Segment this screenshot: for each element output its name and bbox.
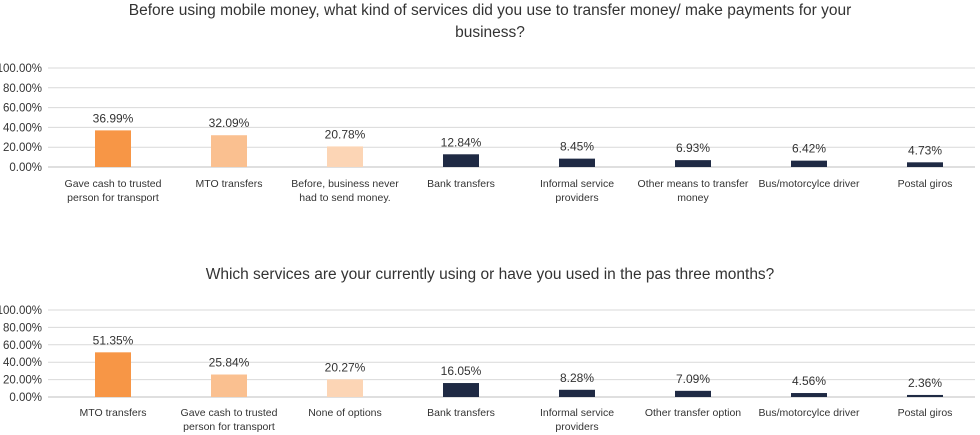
y-tick-label: 80.00% (3, 322, 42, 334)
bar (559, 389, 595, 397)
y-tick-label: 20.00% (3, 142, 42, 154)
y-tick-label: 60.00% (3, 340, 42, 352)
y-tick-label: 60.00% (3, 103, 42, 115)
chart-title: Which services are your currently using … (205, 266, 775, 283)
bar (559, 158, 595, 167)
y-tick-label: 20.00% (3, 375, 42, 387)
data-label: 2.36% (908, 376, 942, 390)
y-tick-label: 100.00% (0, 63, 42, 75)
data-label: 25.84% (209, 356, 250, 370)
x-category-label: Gave cash to trusted person for transpor… (64, 178, 162, 204)
data-label: 8.28% (560, 371, 594, 385)
x-category-label: MTO transfers (79, 407, 147, 419)
x-category-label: Gave cash to trusted person for transpor… (180, 407, 278, 433)
x-category-label: Bank transfers (427, 407, 495, 419)
bar (211, 135, 247, 167)
x-category-label: Bus/motorcylce driver (758, 407, 860, 419)
data-label: 7.09% (676, 372, 710, 386)
y-tick-label: 40.00% (3, 122, 42, 134)
x-category-label: Postal giros (897, 178, 953, 190)
x-category-label: Before, business never had to send money… (291, 178, 399, 204)
x-category-label: Informal service providers (539, 178, 615, 204)
y-tick-label: 0.00% (9, 392, 42, 404)
data-label: 4.56% (792, 374, 826, 388)
x-category-label: Other means to transfer money (637, 178, 749, 204)
y-tick-label: 100.00% (0, 305, 42, 317)
bar (327, 146, 363, 167)
x-category-label: Postal giros (897, 407, 953, 419)
x-category-label: Bank transfers (427, 178, 495, 190)
chart-current-services: Which services are your currently using … (0, 262, 980, 435)
bar (675, 160, 711, 167)
chart-title: Before using mobile money, what kind of … (128, 2, 852, 41)
data-label: 16.05% (441, 364, 482, 378)
data-label: 12.84% (441, 135, 482, 149)
x-category-label: Other transfer option (644, 407, 742, 419)
bar (443, 154, 479, 167)
bar (95, 130, 131, 167)
x-category-label: Informal service providers (539, 407, 615, 433)
bar (675, 390, 711, 397)
chart-before-mobile-money: Before using mobile money, what kind of … (0, 0, 980, 215)
bar (95, 352, 131, 397)
plot-area: 0.00% 20.00% 40.00% 60.00% 80.00% 100.00% 51.3… (0, 305, 975, 404)
bar (327, 379, 363, 397)
data-label: 20.78% (325, 127, 366, 141)
plot-area: 0.00% 20.00% 40.00% 60.00% 80.00% 100.00% 36.9… (0, 63, 975, 174)
bar (791, 160, 827, 167)
data-label: 8.45% (560, 140, 594, 154)
bar (443, 383, 479, 397)
bar (907, 394, 943, 397)
data-label: 4.73% (908, 143, 942, 157)
bar (211, 374, 247, 397)
y-tick-label: 0.00% (9, 162, 42, 174)
data-label: 51.35% (93, 333, 134, 347)
x-category-label: MTO transfers (195, 178, 263, 190)
bar (791, 393, 827, 397)
data-label: 20.27% (325, 360, 366, 374)
bar (907, 162, 943, 167)
x-category-label: None of options (308, 407, 382, 419)
data-label: 36.99% (93, 111, 134, 125)
data-label: 6.93% (676, 141, 710, 155)
data-label: 32.09% (209, 116, 250, 130)
y-tick-label: 40.00% (3, 357, 42, 369)
x-category-label: Bus/motorcylce driver (758, 178, 860, 190)
data-label: 6.42% (792, 142, 826, 156)
y-tick-label: 80.00% (3, 83, 42, 95)
